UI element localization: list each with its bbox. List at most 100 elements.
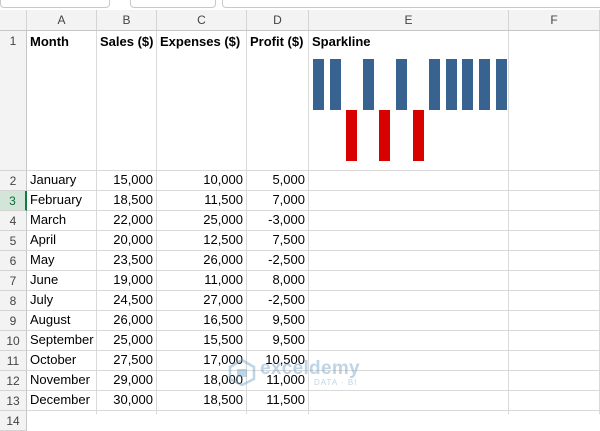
month-cell[interactable]: April: [27, 231, 97, 251]
cell-f11[interactable]: [509, 351, 600, 371]
cell-f3[interactable]: [509, 191, 600, 211]
sales-cell[interactable]: 29,000: [97, 371, 157, 391]
row-header-9[interactable]: 9: [0, 311, 27, 331]
empty-cell[interactable]: [157, 411, 247, 414]
expenses-cell[interactable]: 25,000: [157, 211, 247, 231]
sales-cell[interactable]: 24,500: [97, 291, 157, 311]
month-cell[interactable]: May: [27, 251, 97, 271]
month-cell[interactable]: January: [27, 171, 97, 191]
empty-cell[interactable]: [247, 411, 309, 414]
month-cell[interactable]: December: [27, 391, 97, 411]
sparkline-header-cell[interactable]: Sparkline: [309, 31, 509, 171]
month-cell[interactable]: September: [27, 331, 97, 351]
sparkline-column-cell[interactable]: [309, 191, 509, 211]
sales-cell[interactable]: 25,000: [97, 331, 157, 351]
sparkline-column-cell[interactable]: [309, 371, 509, 391]
column-header-a[interactable]: A: [27, 10, 97, 31]
row-header-10[interactable]: 10: [0, 331, 27, 351]
profit-cell[interactable]: 7,000: [247, 191, 309, 211]
expenses-cell[interactable]: 15,500: [157, 331, 247, 351]
month-cell[interactable]: October: [27, 351, 97, 371]
cell-f4[interactable]: [509, 211, 600, 231]
sparkline-column-cell[interactable]: [309, 391, 509, 411]
expenses-cell[interactable]: 27,000: [157, 291, 247, 311]
row-header-14[interactable]: 14: [0, 411, 27, 431]
profit-cell[interactable]: 10,500: [247, 351, 309, 371]
month-cell[interactable]: August: [27, 311, 97, 331]
cell-f2[interactable]: [509, 171, 600, 191]
profit-cell[interactable]: 8,000: [247, 271, 309, 291]
cell-f6[interactable]: [509, 251, 600, 271]
sparkline-column-cell[interactable]: [309, 211, 509, 231]
cell-f9[interactable]: [509, 311, 600, 331]
select-all-corner[interactable]: [0, 10, 27, 31]
sales-cell[interactable]: 23,500: [97, 251, 157, 271]
sales-cell[interactable]: 18,500: [97, 191, 157, 211]
profit-cell[interactable]: 5,000: [247, 171, 309, 191]
sales-cell[interactable]: 30,000: [97, 391, 157, 411]
empty-cell[interactable]: [27, 411, 97, 414]
profit-cell[interactable]: 11,000: [247, 371, 309, 391]
column-header-c[interactable]: C: [157, 10, 247, 31]
empty-cell[interactable]: [97, 411, 157, 414]
sparkline-column-cell[interactable]: [309, 351, 509, 371]
formula-bar[interactable]: [222, 0, 600, 8]
column-header-b[interactable]: B: [97, 10, 157, 31]
row-header-2[interactable]: 2: [0, 171, 27, 191]
sales-cell[interactable]: 19,000: [97, 271, 157, 291]
expenses-cell[interactable]: 10,000: [157, 171, 247, 191]
column-header-f[interactable]: F: [509, 10, 600, 31]
cell-f8[interactable]: [509, 291, 600, 311]
month-cell[interactable]: July: [27, 291, 97, 311]
month-cell[interactable]: June: [27, 271, 97, 291]
profit-cell[interactable]: 9,500: [247, 311, 309, 331]
row-header-13[interactable]: 13: [0, 391, 27, 411]
expenses-cell[interactable]: 26,000: [157, 251, 247, 271]
expenses-cell[interactable]: 18,000: [157, 371, 247, 391]
sparkline-column-cell[interactable]: [309, 291, 509, 311]
empty-cell[interactable]: [309, 411, 509, 414]
profit-header-cell[interactable]: Profit ($): [247, 31, 309, 171]
column-header-d[interactable]: D: [247, 10, 309, 31]
cell-f1[interactable]: [509, 31, 600, 171]
sales-cell[interactable]: 20,000: [97, 231, 157, 251]
sales-cell[interactable]: 26,000: [97, 311, 157, 331]
month-header-cell[interactable]: Month: [27, 31, 97, 171]
row-header-11[interactable]: 11: [0, 351, 27, 371]
cell-f12[interactable]: [509, 371, 600, 391]
row-header-12[interactable]: 12: [0, 371, 27, 391]
empty-cell[interactable]: [509, 411, 600, 414]
sales-cell[interactable]: 15,000: [97, 171, 157, 191]
expenses-header-cell[interactable]: Expenses ($): [157, 31, 247, 171]
expenses-cell[interactable]: 11,000: [157, 271, 247, 291]
row-header-7[interactable]: 7: [0, 271, 27, 291]
cell-f5[interactable]: [509, 231, 600, 251]
toolbar-chip[interactable]: [0, 0, 110, 8]
expenses-cell[interactable]: 16,500: [157, 311, 247, 331]
expenses-cell[interactable]: 11,500: [157, 191, 247, 211]
profit-cell[interactable]: -2,500: [247, 291, 309, 311]
profit-cell[interactable]: 7,500: [247, 231, 309, 251]
row-header-3[interactable]: 3: [0, 191, 27, 211]
row-header-8[interactable]: 8: [0, 291, 27, 311]
column-header-e[interactable]: E: [309, 10, 509, 31]
profit-cell[interactable]: -3,000: [247, 211, 309, 231]
expenses-cell[interactable]: 18,500: [157, 391, 247, 411]
row-header-6[interactable]: 6: [0, 251, 27, 271]
sales-cell[interactable]: 22,000: [97, 211, 157, 231]
profit-cell[interactable]: 9,500: [247, 331, 309, 351]
cell-f13[interactable]: [509, 391, 600, 411]
row-header-4[interactable]: 4: [0, 211, 27, 231]
profit-cell[interactable]: 11,500: [247, 391, 309, 411]
sparkline-column-cell[interactable]: [309, 311, 509, 331]
cell-f10[interactable]: [509, 331, 600, 351]
expenses-cell[interactable]: 17,000: [157, 351, 247, 371]
sparkline-column-cell[interactable]: [309, 231, 509, 251]
profit-cell[interactable]: -2,500: [247, 251, 309, 271]
sparkline-column-cell[interactable]: [309, 271, 509, 291]
month-cell[interactable]: November: [27, 371, 97, 391]
sparkline-column-cell[interactable]: [309, 251, 509, 271]
month-cell[interactable]: February: [27, 191, 97, 211]
expenses-cell[interactable]: 12,500: [157, 231, 247, 251]
sparkline-column-cell[interactable]: [309, 171, 509, 191]
